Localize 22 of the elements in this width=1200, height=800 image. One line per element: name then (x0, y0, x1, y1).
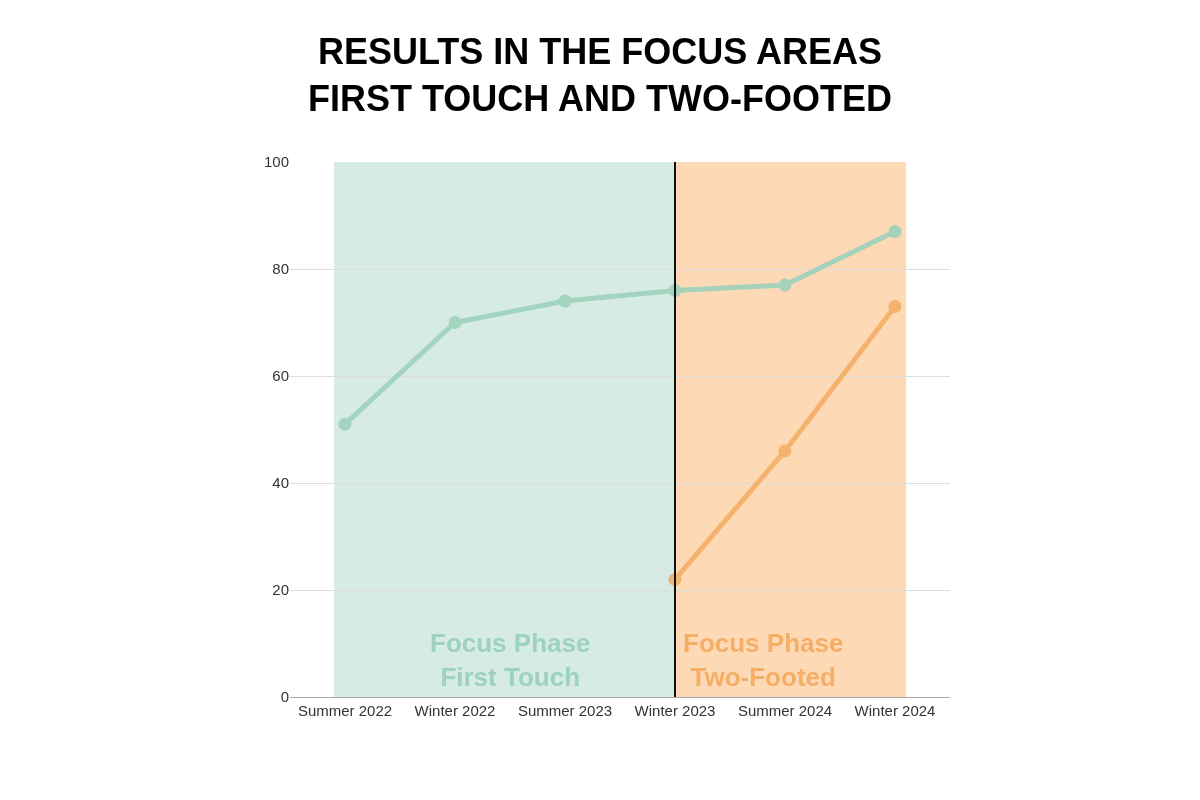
point (778, 444, 792, 458)
x-tick-label: Summer 2024 (737, 702, 833, 719)
x-tick-label: Summer 2023 (517, 702, 613, 719)
x-tick-label: Winter 2023 (634, 702, 716, 719)
y-tick-label: 80 (272, 260, 289, 278)
y-tick-label: 40 (272, 474, 289, 492)
y-tick-label: 60 (272, 367, 289, 385)
point (558, 294, 572, 308)
x-tick-label: Summer 2022 (297, 702, 393, 719)
chart-title: RESULTS IN THE FOCUS AREAS FIRST TOUCH AND TWO-FOOTED (308, 31, 892, 119)
point (888, 225, 902, 239)
point (778, 278, 792, 292)
point (448, 316, 462, 329)
x-tick-label: Winter 2024 (854, 702, 936, 719)
x-tick-label: Winter 2022 (414, 702, 496, 719)
point (888, 299, 902, 313)
band-label: Focus Phase Two-Footed (683, 628, 844, 692)
band-label: Focus Phase First Touch (430, 628, 591, 692)
point (338, 417, 352, 431)
y-tick-label: 100 (263, 153, 289, 171)
y-tick-label: 0 (280, 688, 289, 706)
y-tick-label: 20 (272, 581, 289, 599)
